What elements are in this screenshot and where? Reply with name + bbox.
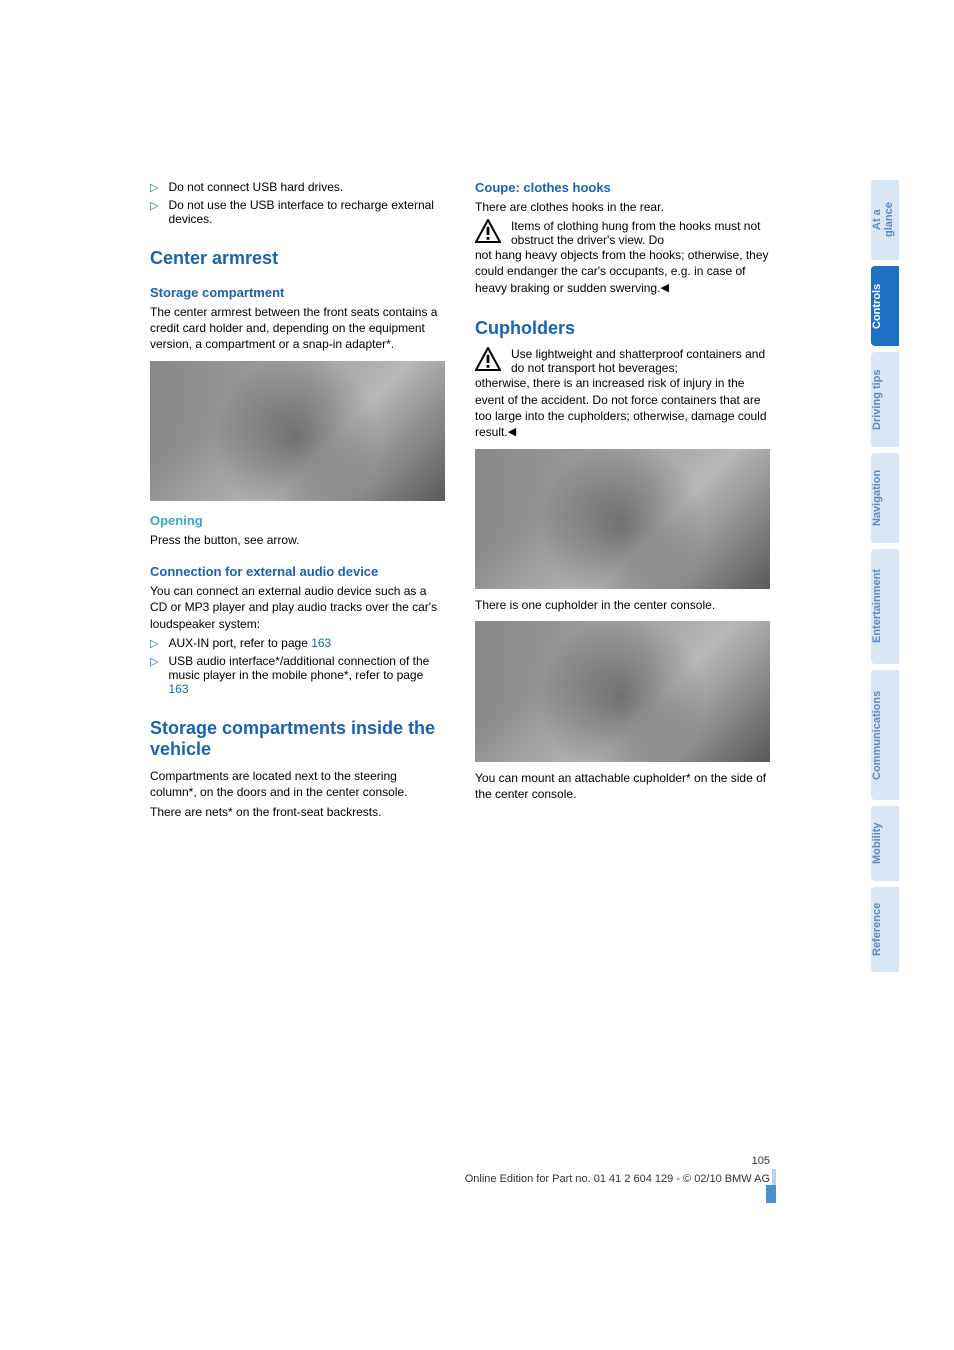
bullet-item: ▷ Do not use the USB interface to rechar… bbox=[150, 198, 445, 226]
side-tabs: At a glance Controls Driving tips Naviga… bbox=[871, 180, 899, 972]
warning-icon bbox=[475, 347, 501, 371]
page-footer: 105 Online Edition for Part no. 01 41 2 … bbox=[150, 1155, 770, 1185]
bullet-text: Do not use the USB interface to recharge… bbox=[168, 198, 445, 226]
paragraph: You can connect an external audio device… bbox=[150, 583, 445, 632]
warning-lead-text: Use lightweight and shatterproof contain… bbox=[511, 347, 770, 375]
tab-mobility[interactable]: Mobility bbox=[871, 806, 899, 881]
bullet-prefix: USB audio interface*/additional connecti… bbox=[168, 654, 429, 682]
warning-lead-text: Items of clothing hung from the hooks mu… bbox=[511, 219, 770, 247]
triangle-bullet-icon: ▷ bbox=[150, 198, 158, 226]
paragraph: The center armrest between the front sea… bbox=[150, 304, 445, 353]
tab-communications[interactable]: Communications bbox=[871, 670, 899, 800]
subheading: Connection for external audio device bbox=[150, 564, 445, 579]
two-column-layout: ▷ Do not connect USB hard drives. ▷ Do n… bbox=[150, 180, 770, 824]
section-heading: Center armrest bbox=[150, 248, 445, 269]
left-column: ▷ Do not connect USB hard drives. ▷ Do n… bbox=[150, 180, 445, 824]
subheading: Storage compartment bbox=[150, 285, 445, 300]
page-number: 105 bbox=[150, 1155, 770, 1167]
triangle-bullet-icon: ▷ bbox=[150, 636, 158, 650]
paragraph: Compartments are located next to the ste… bbox=[150, 768, 445, 800]
tab-driving-tips[interactable]: Driving tips bbox=[871, 352, 899, 447]
cupholder-side-photo bbox=[475, 621, 770, 761]
tab-entertainment[interactable]: Entertainment bbox=[871, 549, 899, 664]
warning-rest: not hang heavy objects from the hooks; o… bbox=[475, 247, 770, 296]
section-heading: Storage compartments inside the vehicle bbox=[150, 718, 445, 760]
warning-icon bbox=[475, 219, 501, 243]
footer-line: Online Edition for Part no. 01 41 2 604 … bbox=[465, 1173, 770, 1185]
triangle-bullet-icon: ▷ bbox=[150, 180, 158, 194]
warning-rest: otherwise, there is an increased risk of… bbox=[475, 375, 770, 440]
bullet-item: ▷ Do not connect USB hard drives. bbox=[150, 180, 445, 194]
armrest-photo bbox=[150, 361, 445, 501]
paragraph: You can mount an attachable cupholder* o… bbox=[475, 770, 770, 802]
warning-block: Items of clothing hung from the hooks mu… bbox=[475, 219, 770, 247]
tab-reference[interactable]: Reference bbox=[871, 887, 899, 972]
cupholder-top-photo bbox=[475, 449, 770, 589]
end-marker-icon: ◀ bbox=[660, 281, 668, 296]
page-link[interactable]: 163 bbox=[311, 636, 331, 650]
warning-rest-text: otherwise, there is an increased risk of… bbox=[475, 376, 767, 439]
warning-rest-text: not hang heavy objects from the hooks; o… bbox=[475, 248, 769, 294]
gutter-marker bbox=[766, 1185, 776, 1203]
paragraph: Press the button, see arrow. bbox=[150, 532, 445, 548]
end-marker-icon: ◀ bbox=[508, 425, 516, 440]
bullet-prefix: AUX-IN port, refer to page bbox=[168, 636, 311, 650]
bullet-text: USB audio interface*/additional connecti… bbox=[168, 654, 445, 696]
subheading: Coupe: clothes hooks bbox=[475, 180, 770, 195]
paragraph: There is one cupholder in the center con… bbox=[475, 597, 770, 613]
section-heading: Cupholders bbox=[475, 318, 770, 339]
bullet-text: Do not connect USB hard drives. bbox=[168, 180, 343, 194]
warning-block: Use lightweight and shatterproof contain… bbox=[475, 347, 770, 375]
right-column: Coupe: clothes hooks There are clothes h… bbox=[475, 180, 770, 824]
tab-navigation[interactable]: Navigation bbox=[871, 453, 899, 543]
paragraph: There are nets* on the front-seat backre… bbox=[150, 804, 445, 820]
bullet-text: AUX-IN port, refer to page 163 bbox=[168, 636, 331, 650]
paragraph: There are clothes hooks in the rear. bbox=[475, 199, 770, 215]
page-content: ▷ Do not connect USB hard drives. ▷ Do n… bbox=[150, 180, 770, 824]
triangle-bullet-icon: ▷ bbox=[150, 654, 158, 696]
tab-controls[interactable]: Controls bbox=[871, 266, 899, 346]
bullet-item: ▷ AUX-IN port, refer to page 163 bbox=[150, 636, 445, 650]
page-link[interactable]: 163 bbox=[168, 682, 188, 696]
bullet-item: ▷ USB audio interface*/additional connec… bbox=[150, 654, 445, 696]
subheading: Opening bbox=[150, 513, 445, 528]
tab-at-a-glance[interactable]: At a glance bbox=[871, 180, 899, 260]
